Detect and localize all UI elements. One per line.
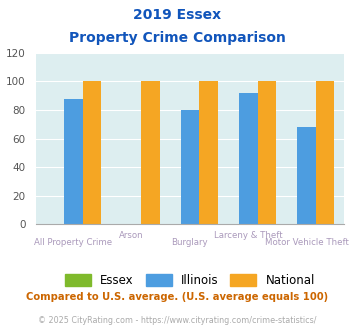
- Bar: [181, 110, 199, 224]
- Bar: [257, 82, 276, 224]
- Legend: Essex, Illinois, National: Essex, Illinois, National: [61, 271, 319, 291]
- Bar: [64, 99, 83, 224]
- Bar: [83, 82, 101, 224]
- Text: Property Crime Comparison: Property Crime Comparison: [69, 31, 286, 45]
- Bar: [297, 127, 316, 224]
- Text: © 2025 CityRating.com - https://www.cityrating.com/crime-statistics/: © 2025 CityRating.com - https://www.city…: [38, 316, 317, 325]
- Text: Motor Vehicle Theft: Motor Vehicle Theft: [264, 238, 348, 247]
- Bar: [141, 82, 160, 224]
- Bar: [239, 93, 257, 224]
- Text: Compared to U.S. average. (U.S. average equals 100): Compared to U.S. average. (U.S. average …: [26, 292, 329, 302]
- Text: Larceny & Theft: Larceny & Theft: [214, 231, 283, 240]
- Bar: [199, 82, 218, 224]
- Text: Arson: Arson: [119, 231, 144, 240]
- Bar: [316, 82, 334, 224]
- Text: Burglary: Burglary: [171, 238, 208, 247]
- Text: All Property Crime: All Property Crime: [34, 238, 113, 247]
- Text: 2019 Essex: 2019 Essex: [133, 8, 222, 22]
